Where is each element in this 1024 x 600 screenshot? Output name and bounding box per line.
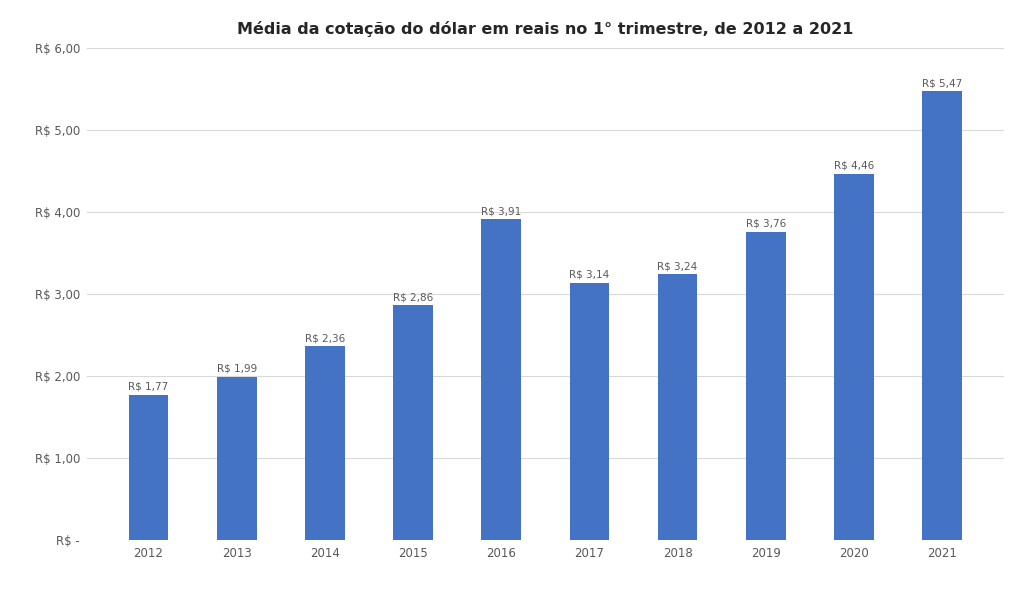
Text: R$ 4,46: R$ 4,46 [834,161,874,171]
Text: R$ 3,14: R$ 3,14 [569,269,609,279]
Text: R$ 1,77: R$ 1,77 [128,382,169,392]
Bar [569,283,609,540]
Text: R$ 3,91: R$ 3,91 [481,206,521,216]
Text: R$ 3,24: R$ 3,24 [657,261,697,271]
Bar [923,91,962,540]
Text: R$ 5,47: R$ 5,47 [922,78,963,88]
Text: R$ 1,99: R$ 1,99 [216,364,257,374]
Title: Média da cotação do dólar em reais no 1° trimestre, de 2012 a 2021: Média da cotação do dólar em reais no 1°… [238,21,853,37]
Bar [834,174,873,540]
Bar [657,274,697,540]
Bar [745,232,785,540]
Text: R$ 2,36: R$ 2,36 [305,333,345,343]
Bar [481,220,521,540]
Bar [217,377,257,540]
Bar [305,346,345,540]
Text: R$ 2,86: R$ 2,86 [393,292,433,302]
Bar [129,395,168,540]
Text: R$ 3,76: R$ 3,76 [745,218,785,229]
Bar [393,305,433,540]
